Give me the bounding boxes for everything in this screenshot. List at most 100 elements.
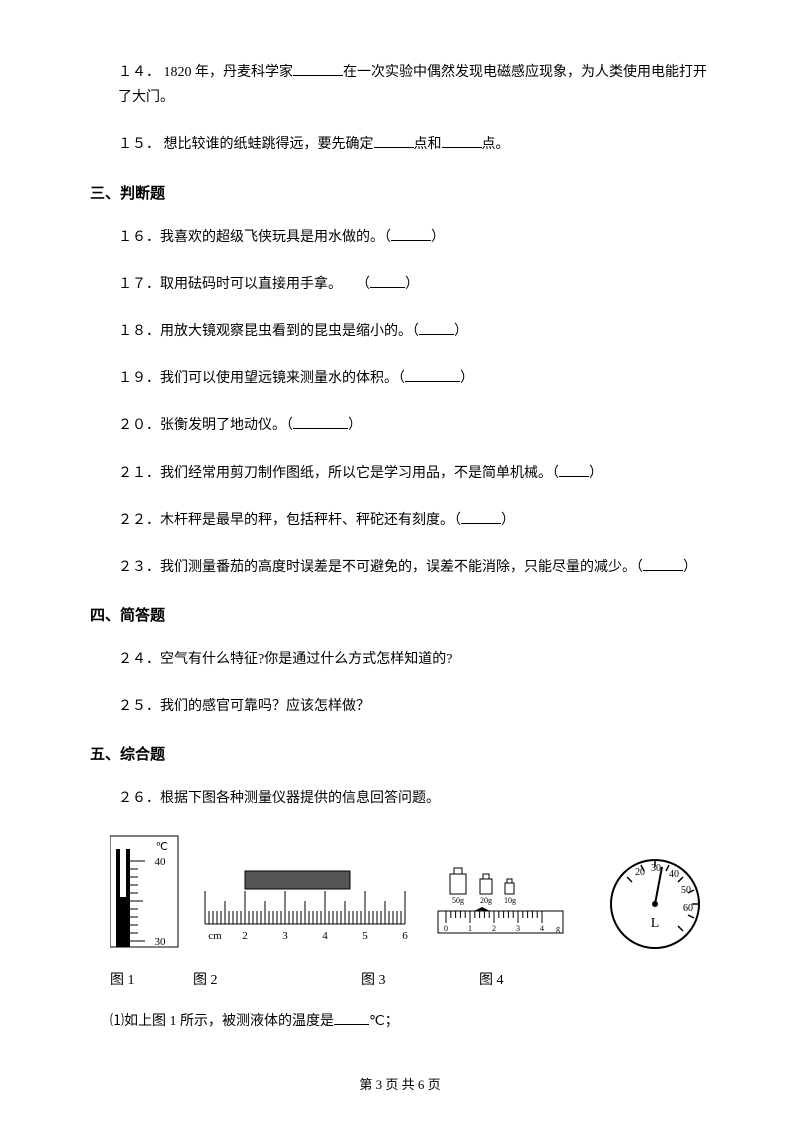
fig2-n2: 2 <box>242 930 248 942</box>
q18-close: ） <box>454 324 468 339</box>
sub1-text-b: ℃； <box>369 1014 399 1029</box>
q21-close: ） <box>589 466 603 481</box>
question-24: ２４．空气有什么特征?你是通过什么方式怎样知道的? <box>118 647 710 672</box>
q23-blank <box>643 556 683 571</box>
fig3-t2: 2 <box>492 924 496 933</box>
q16-num: １６． <box>118 230 160 245</box>
q23-num: ２３． <box>118 560 160 575</box>
q20-num: ２０． <box>118 418 160 433</box>
section-3-header: 三、判断题 <box>90 182 710 203</box>
q15-text-a: 想比较谁的纸蛙跳得远，要先确定 <box>164 137 374 152</box>
fig2-unit: cm <box>208 930 222 942</box>
fig1-label: 图 1 <box>110 969 135 989</box>
q15-text-c: 点。 <box>482 137 510 152</box>
q15-text-b: 点和 <box>414 137 442 152</box>
q26-text: 根据下图各种测量仪器提供的信息回答问题。 <box>160 791 440 806</box>
q22-num: ２２． <box>118 513 160 528</box>
question-20: ２０．张衡发明了地动仪。（ ） <box>118 413 710 438</box>
section-4-header: 四、简答题 <box>90 604 710 625</box>
fig4-60: 60 <box>683 903 693 914</box>
q20-text: 张衡发明了地动仪。（ <box>160 418 293 433</box>
page-footer: 第 3 页 共 6 页 <box>90 1074 710 1093</box>
question-15: １５． 想比较谁的纸蛙跳得远，要先确定 点和 点。 <box>118 132 710 157</box>
q19-close: ） <box>460 371 474 386</box>
fig4-30: 30 <box>651 863 661 874</box>
figures-row: ℃ 40 30 <box>110 834 710 949</box>
fig2-n5: 5 <box>362 930 368 942</box>
q19-blank <box>405 367 460 382</box>
q14-num: １４． <box>118 65 160 80</box>
figure-2-ruler: cm 2 3 4 5 6 <box>200 869 410 949</box>
figure-3-scale: 50g 20g 10g 0 1 2 3 4 g <box>430 859 580 949</box>
q16-close: ） <box>431 230 445 245</box>
q20-blank <box>293 414 348 429</box>
q17-num: １７． <box>118 277 160 292</box>
figure-1-thermometer: ℃ 40 30 <box>110 834 180 949</box>
q23-text: 我们测量番茄的高度时误差是不可避免的，误差不能消除，只能尽量的减少。（ <box>160 560 643 575</box>
q19-num: １９． <box>118 371 160 386</box>
question-26: ２６．根据下图各种测量仪器提供的信息回答问题。 <box>118 786 710 811</box>
q21-text: 我们经常用剪刀制作图纸，所以它是学习用品，不是简单机械。（ <box>160 466 559 481</box>
fig3-w20: 20g <box>480 896 492 905</box>
question-21: ２１．我们经常用剪刀制作图纸，所以它是学习用品，不是简单机械。（ ） <box>118 461 710 486</box>
sub1-blank <box>334 1010 369 1025</box>
q16-blank <box>391 226 431 241</box>
q25-text: 我们的感官可靠吗？应该怎样做？ <box>160 699 370 714</box>
fig3-t4: 4 <box>540 924 544 933</box>
section-5-header: 五、综合题 <box>90 743 710 764</box>
q14-text-a: 1820 年，丹麦科学家 <box>164 65 294 80</box>
q19-text: 我们可以使用望远镜来测量水的体积。（ <box>160 371 405 386</box>
fig3-label: 图 3 <box>361 969 386 989</box>
question-22: ２２．木杆秤是最早的秤，包括秤杆、秤砣还有刻度。（ ） <box>118 508 710 533</box>
sub1-text-a: ⑴如上图 1 所示，被测液体的温度是 <box>110 1014 334 1029</box>
fig1-unit: ℃ <box>156 841 168 853</box>
fig2-label: 图 2 <box>193 969 218 989</box>
fig3-t3: 3 <box>516 924 520 933</box>
fig3-t0: 0 <box>444 924 448 933</box>
q14-blank <box>293 61 343 76</box>
fig2-n3: 3 <box>282 930 288 942</box>
q21-blank <box>559 462 589 477</box>
q18-num: １８． <box>118 324 160 339</box>
fig4-50: 50 <box>681 885 691 896</box>
q15-blank2 <box>442 133 482 148</box>
q16-text: 我喜欢的超级飞侠玩具是用水做的。（ <box>160 230 391 245</box>
fig2-n4: 4 <box>322 930 328 942</box>
fig4-20: 20 <box>635 867 645 878</box>
fig1-40: 40 <box>155 856 167 868</box>
question-23: ２３．我们测量番茄的高度时误差是不可避免的，误差不能消除，只能尽量的减少。（ ） <box>118 555 710 580</box>
q24-text: 空气有什么特征?你是通过什么方式怎样知道的? <box>160 652 452 667</box>
fig1-30: 30 <box>155 936 167 948</box>
q22-blank <box>461 509 501 524</box>
fig3-t1: 1 <box>468 924 472 933</box>
question-25: ２５．我们的感官可靠吗？应该怎样做？ <box>118 694 710 719</box>
fig4-unit: L <box>651 916 660 931</box>
figure-4-gauge: 20 30 40 50 60 L <box>600 849 710 949</box>
question-14: １４． 1820 年，丹麦科学家在一次实验中偶然发现电磁感应现象，为人类使用电能… <box>118 60 710 110</box>
q15-num: １５． <box>118 137 160 152</box>
q22-text: 木杆秤是最早的秤，包括秤杆、秤砣还有刻度。（ <box>160 513 461 528</box>
q24-num: ２４． <box>118 652 160 667</box>
q17-text: 取用砝码时可以直接用手拿。 （ <box>160 277 370 292</box>
fig2-n6: 6 <box>402 930 408 942</box>
q18-text: 用放大镜观察昆虫看到的昆虫是缩小的。（ <box>160 324 419 339</box>
q22-close: ） <box>501 513 515 528</box>
q26-num: ２６． <box>118 791 160 806</box>
question-18: １８．用放大镜观察昆虫看到的昆虫是缩小的。（ ） <box>118 319 710 344</box>
question-17: １７．取用砝码时可以直接用手拿。 （） <box>118 272 710 297</box>
fig3-unit: g <box>556 924 560 933</box>
q20-close: ） <box>348 418 362 433</box>
q17-blank <box>370 273 405 288</box>
figure-labels: 图 1 图 2 图 3 图 4 <box>110 969 710 989</box>
fig3-w50: 50g <box>452 896 464 905</box>
q18-blank <box>419 320 454 335</box>
q25-num: ２５． <box>118 699 160 714</box>
fig4-40: 40 <box>669 869 679 880</box>
q15-blank1 <box>374 133 414 148</box>
q23-close: ） <box>683 560 697 575</box>
question-16: １６．我喜欢的超级飞侠玩具是用水做的。（ ） <box>118 225 710 250</box>
question-19: １９．我们可以使用望远镜来测量水的体积。（ ） <box>118 366 710 391</box>
q21-num: ２１． <box>118 466 160 481</box>
sub-question-1: ⑴如上图 1 所示，被测液体的温度是 ℃； <box>110 1009 710 1034</box>
fig4-label: 图 4 <box>479 969 504 989</box>
